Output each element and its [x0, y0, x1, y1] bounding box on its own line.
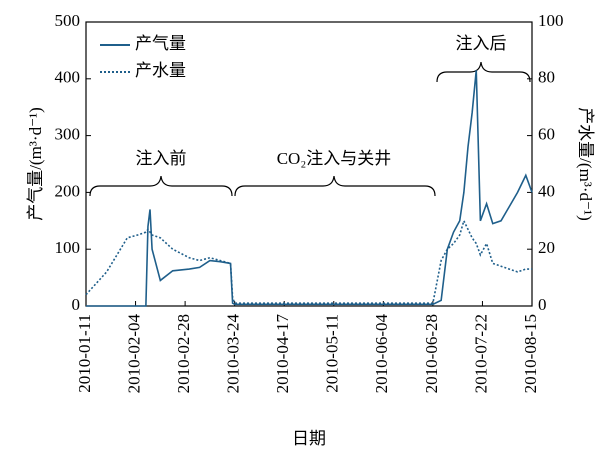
x-tick-label: 2010-06-28 — [422, 314, 441, 393]
y2-tick-label: 60 — [538, 125, 555, 144]
y2-tick-label: 20 — [538, 238, 555, 257]
x-tick-label: 2010-04-17 — [273, 314, 292, 394]
legend-label: 产水量 — [135, 61, 186, 80]
plot-frame — [85, 21, 533, 307]
x-tick-label: 2010-08-15 — [521, 314, 540, 393]
y-tick-label: 500 — [55, 11, 81, 30]
x-tick-label: 2010-01-11 — [75, 314, 94, 393]
x-tick-label: 2010-02-28 — [174, 314, 193, 393]
series-line — [86, 70, 533, 307]
brace — [436, 61, 531, 83]
y2-tick-label: 80 — [538, 68, 555, 87]
annotation: 注入前 — [136, 149, 187, 168]
y-axis-label: 产气量/(m³·d⁻¹) — [26, 107, 45, 221]
y-tick-label: 100 — [55, 238, 81, 257]
y2-tick-label: 100 — [538, 11, 564, 30]
x-axis-label: 日期 — [292, 429, 326, 448]
y-tick-label: 300 — [55, 125, 81, 144]
x-tick-label: 2010-02-04 — [124, 314, 143, 394]
brace — [234, 175, 436, 197]
x-tick-label: 2010-03-24 — [224, 314, 243, 394]
legend-label: 产气量 — [135, 34, 186, 53]
y2-axis-label: 产水量/(m³·d⁻¹) — [576, 107, 595, 221]
brace — [89, 175, 233, 197]
y2-tick-label: 40 — [538, 181, 555, 200]
annotation: CO₂注入与关井 — [277, 149, 392, 168]
x-tick-label: 2010-07-22 — [471, 314, 490, 393]
series-line — [85, 218, 532, 304]
x-tick-label: 2010-06-04 — [372, 314, 391, 394]
y2-tick-label: 0 — [538, 295, 547, 314]
y-tick-label: 400 — [55, 68, 81, 87]
annotation: 注入后 — [456, 34, 507, 53]
x-tick-label: 2010-05-11 — [323, 314, 342, 393]
y-tick-label: 200 — [55, 181, 81, 200]
y-tick-label: 0 — [72, 295, 81, 314]
